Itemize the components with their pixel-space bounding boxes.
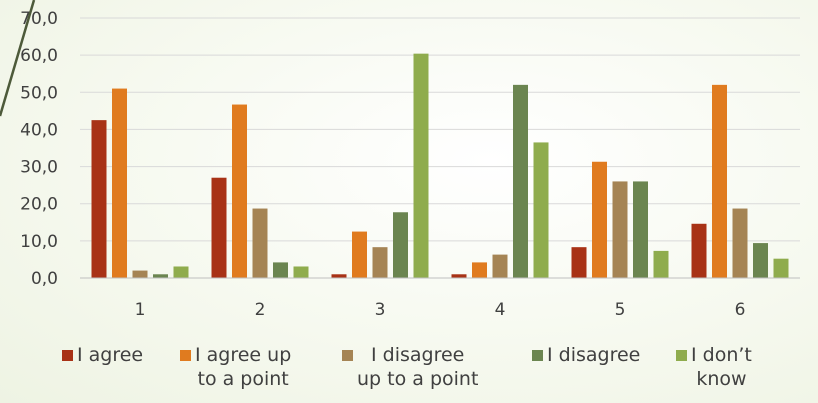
x-tick-label: 5 <box>615 300 626 320</box>
bar <box>732 208 748 278</box>
bar <box>691 223 707 278</box>
legend-item-i-disagree-up-to-a-point: I disagree up to a point <box>342 343 532 391</box>
legend-swatch-i-agree <box>62 350 73 361</box>
legend-item-i-agree: I agree <box>62 343 180 367</box>
x-tick-label: 2 <box>255 300 266 320</box>
bar <box>232 104 247 279</box>
y-tick-label: 30,0 <box>20 158 58 178</box>
bar <box>753 243 768 278</box>
bar <box>653 250 669 278</box>
bar <box>492 254 508 278</box>
bar <box>173 266 189 278</box>
bar <box>352 231 367 278</box>
y-tick-label: 60,0 <box>20 46 58 66</box>
x-axis-tick-labels: 1 2 3 4 5 6 <box>135 300 746 320</box>
legend-label: I agree up to a point <box>195 344 292 390</box>
bar <box>451 274 467 278</box>
y-axis-tick-labels: 0,010,020,030,040,050,060,070,0 <box>20 9 58 289</box>
bar <box>91 120 107 279</box>
x-tick-label: 4 <box>495 300 506 320</box>
bar <box>112 88 127 278</box>
y-tick-label: 0,0 <box>31 269 58 289</box>
y-tick-label: 50,0 <box>20 83 58 103</box>
x-tick-label: 6 <box>735 300 746 320</box>
x-tick-label: 3 <box>375 300 386 320</box>
y-tick-label: 10,0 <box>20 232 58 252</box>
bar <box>132 270 148 278</box>
legend-label: I don’t know <box>691 344 752 390</box>
bar <box>612 181 628 278</box>
y-tick-label: 20,0 <box>20 195 58 215</box>
bar <box>153 274 168 278</box>
gridlines <box>80 17 800 242</box>
bar <box>633 181 648 278</box>
legend-swatch-i-disagree-up-to-a-point <box>342 350 353 361</box>
bar <box>533 142 549 278</box>
legend-item-i-disagree: I disagree <box>532 343 676 367</box>
bar <box>331 274 347 278</box>
bar <box>293 266 309 278</box>
legend-swatch-i-dont-know <box>676 350 687 361</box>
bar <box>712 84 727 278</box>
bar <box>413 53 429 279</box>
bar <box>592 161 607 278</box>
legend-swatch-i-agree-up-to-a-point <box>180 350 191 361</box>
legend-item-i-agree-up-to-a-point: I agree up to a point <box>180 343 342 391</box>
x-tick-label: 1 <box>135 300 146 320</box>
legend-swatch-i-disagree <box>532 350 543 361</box>
bar <box>773 258 789 278</box>
bar <box>571 247 587 278</box>
bar <box>273 262 288 278</box>
bar <box>211 177 227 278</box>
legend-label: I disagree up to a point <box>357 344 479 390</box>
legend: I agree I agree up to a point I disagree… <box>62 343 802 391</box>
bars <box>91 53 789 279</box>
bar <box>372 247 388 278</box>
legend-label: I disagree <box>547 344 641 366</box>
legend-label: I agree <box>77 344 144 366</box>
decorative-slash <box>0 0 36 117</box>
bar <box>393 212 408 278</box>
bar <box>513 84 528 278</box>
bar <box>472 262 487 278</box>
y-tick-label: 40,0 <box>20 120 58 140</box>
bar <box>252 208 268 278</box>
legend-item-i-dont-know: I don’t know <box>676 343 786 391</box>
